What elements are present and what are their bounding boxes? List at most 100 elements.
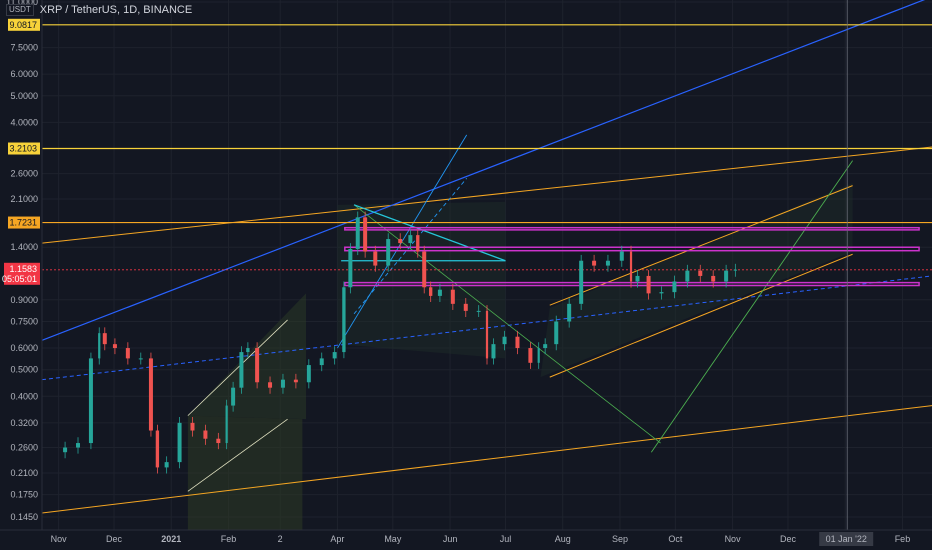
candle-body xyxy=(711,275,716,282)
level-badge xyxy=(8,18,40,31)
y-tick-label: 0.2100 xyxy=(10,468,38,478)
candle-body xyxy=(306,365,311,383)
candle-body xyxy=(148,358,153,431)
candle-body xyxy=(190,422,195,431)
candle-body xyxy=(672,281,677,293)
y-tick-label: 0.3200 xyxy=(10,418,38,428)
candle-body xyxy=(528,348,533,363)
upper-orange-line xyxy=(41,146,932,244)
candle-body xyxy=(592,260,597,266)
x-tick-label: Nov xyxy=(725,534,742,544)
candle-body xyxy=(629,251,633,282)
blue-trend-line xyxy=(41,0,926,341)
x-tick-label: Apr xyxy=(330,534,344,544)
candle-body xyxy=(491,344,496,359)
candle-body xyxy=(386,239,391,266)
candle-body xyxy=(476,310,481,312)
x-tick-label: Jul xyxy=(500,534,512,544)
x-tick-label: 2021 xyxy=(161,534,181,544)
candle-body xyxy=(164,462,169,468)
purple-range-box xyxy=(344,281,920,287)
candle-body xyxy=(437,289,442,296)
candle-body xyxy=(450,289,455,304)
x-crosshair-label: 01 Jan '22 xyxy=(826,534,867,544)
candle-body xyxy=(646,275,651,294)
current-price-label: 1.1583 xyxy=(9,264,37,274)
x-tick-label: Jun xyxy=(443,534,458,544)
level-badge-label: 3.2103 xyxy=(9,144,37,154)
candle-body xyxy=(76,443,81,448)
ascending-green-line xyxy=(650,160,853,453)
candle-body xyxy=(537,348,540,363)
level-badge xyxy=(8,142,40,155)
candle-body xyxy=(605,260,610,266)
quote-badge: USDT xyxy=(6,4,34,16)
level-badge-label: 1.7231 xyxy=(9,218,37,228)
candle-body xyxy=(348,248,353,288)
candle-body xyxy=(138,358,143,360)
title-bar: USDT XRP / TetherUS, 1D, BINANCE xyxy=(6,4,192,16)
candle-body xyxy=(543,344,548,349)
y-tick-label: 0.1450 xyxy=(10,512,38,522)
candle-body xyxy=(416,235,420,252)
candle-body xyxy=(579,260,584,304)
shaded-zone xyxy=(187,415,303,530)
candle-body xyxy=(398,239,403,244)
x-tick-label: Nov xyxy=(51,534,68,544)
chart-title: XRP / TetherUS, 1D, BINANCE xyxy=(39,4,193,16)
y-tick-label: 7.5000 xyxy=(10,43,38,53)
x-tick-label: Sep xyxy=(612,534,628,544)
candle-body xyxy=(733,269,738,271)
candle-body xyxy=(255,348,260,383)
y-tick-label: 0.2600 xyxy=(10,443,38,453)
level-badge-label: 9.0817 xyxy=(9,20,37,30)
candle-body xyxy=(98,333,101,359)
candle-body xyxy=(216,438,221,444)
y-tick-label: 0.7500 xyxy=(10,317,38,327)
y-tick-label: 0.1750 xyxy=(10,490,38,500)
channel-line xyxy=(187,418,288,492)
candle-body xyxy=(88,358,93,444)
level-badge xyxy=(8,216,40,229)
candle-body xyxy=(515,336,520,349)
current-price-badge xyxy=(4,262,40,285)
candle-body xyxy=(685,270,690,282)
candle-body xyxy=(567,303,572,322)
candle-body xyxy=(724,270,729,282)
candle-body xyxy=(246,348,250,353)
y-tick-label: 4.0000 xyxy=(10,117,38,127)
candle-body xyxy=(373,251,378,266)
candle-body xyxy=(619,251,624,261)
candle-body xyxy=(408,235,413,244)
candle-body xyxy=(355,217,360,249)
y-tick-label: 11.0000 xyxy=(6,0,38,7)
shaded-zone xyxy=(337,201,506,359)
long-support-line xyxy=(41,405,932,514)
candle-body xyxy=(239,352,244,388)
candle-body xyxy=(102,333,107,345)
candle-body xyxy=(659,292,664,294)
candle-body xyxy=(155,430,160,468)
candle-body xyxy=(698,270,703,276)
candle-body xyxy=(268,382,273,388)
shaded-zone xyxy=(540,183,853,378)
y-tick-label: 5.0000 xyxy=(10,91,38,101)
y-tick-label: 2.1000 xyxy=(10,194,38,204)
candle-body xyxy=(125,348,130,359)
x-crosshair-badge xyxy=(819,532,874,546)
candle-body xyxy=(363,217,368,252)
x-tick-label: Aug xyxy=(555,534,571,544)
x-tick-label: Dec xyxy=(780,534,797,544)
descending-line xyxy=(353,204,661,444)
candle-body xyxy=(225,405,228,444)
candle-body xyxy=(635,275,640,282)
y-tick-label: 0.5000 xyxy=(10,365,38,375)
x-tick-label: Feb xyxy=(895,534,911,544)
candle-body xyxy=(502,336,507,345)
candle-body xyxy=(63,447,68,453)
purple-range-box xyxy=(344,226,920,231)
channel-bottom-line xyxy=(549,253,853,378)
y-tick-label: 0.9000 xyxy=(10,295,38,305)
